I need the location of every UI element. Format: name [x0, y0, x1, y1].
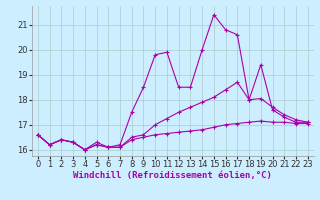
X-axis label: Windchill (Refroidissement éolien,°C): Windchill (Refroidissement éolien,°C) — [73, 171, 272, 180]
